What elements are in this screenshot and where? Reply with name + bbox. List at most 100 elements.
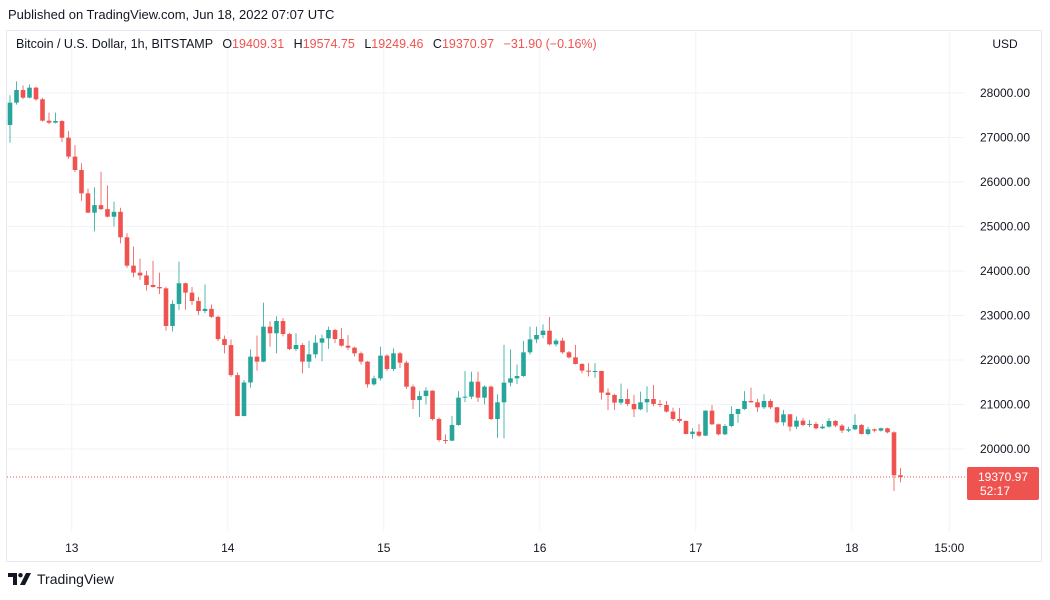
candle-body bbox=[332, 330, 338, 339]
candle-body bbox=[677, 418, 682, 421]
candle-body bbox=[586, 370, 591, 372]
candle-body bbox=[85, 193, 91, 213]
candle-body bbox=[683, 420, 689, 434]
candle-down bbox=[410, 384, 416, 409]
candle-body bbox=[488, 386, 494, 420]
candle-body bbox=[592, 370, 598, 372]
candle-up bbox=[592, 363, 598, 378]
candle-up bbox=[794, 416, 799, 429]
candle-down bbox=[599, 370, 604, 400]
candle-up bbox=[176, 261, 182, 311]
open-label: O bbox=[222, 37, 233, 51]
candle-down bbox=[254, 335, 260, 371]
candle-down bbox=[677, 408, 682, 423]
candle-body bbox=[508, 378, 513, 383]
candle-up bbox=[534, 326, 539, 344]
candle-body bbox=[651, 398, 656, 404]
time-tick-label: 15:00 bbox=[934, 541, 964, 555]
symbol-title: Bitcoin / U.S. Dollar, 1h, BITSTAMP bbox=[16, 37, 213, 51]
candle-body bbox=[293, 345, 299, 350]
candle-body bbox=[612, 394, 617, 403]
candle-up bbox=[170, 300, 175, 332]
candle-body bbox=[417, 396, 422, 401]
candle-down bbox=[79, 163, 84, 201]
candle-body bbox=[605, 392, 611, 395]
candle-body bbox=[748, 400, 754, 403]
candle-body bbox=[144, 275, 149, 285]
candle-down bbox=[612, 393, 617, 410]
candle-body bbox=[475, 381, 481, 398]
close-value: 19370.97 bbox=[441, 37, 495, 51]
candle-down bbox=[839, 424, 845, 433]
candle-up bbox=[326, 326, 331, 349]
candle-up bbox=[521, 340, 526, 377]
published-caption: Published on TradingView.com, Jun 18, 20… bbox=[8, 7, 335, 22]
candle-body bbox=[365, 361, 370, 385]
price-axis: 20000.00 21000.00 22000.00 23000.00 24000.00… bbox=[980, 86, 1030, 456]
candle-body bbox=[521, 352, 526, 376]
candle-down bbox=[209, 304, 214, 318]
candle-down bbox=[384, 354, 390, 372]
candle-down bbox=[651, 384, 656, 407]
candle-down bbox=[547, 316, 552, 346]
footer-brand[interactable]: TradingView bbox=[8, 571, 114, 587]
candle-down bbox=[787, 413, 793, 432]
candle-body bbox=[189, 292, 195, 302]
candle-down bbox=[631, 394, 637, 417]
candle-down bbox=[605, 388, 611, 411]
candle-body bbox=[794, 420, 799, 427]
candle-up bbox=[865, 426, 871, 436]
candle-up bbox=[501, 344, 507, 439]
candle-body bbox=[722, 425, 728, 435]
candle-down bbox=[586, 363, 591, 377]
candle-body bbox=[534, 334, 539, 340]
candle-down bbox=[228, 339, 234, 377]
candle-body bbox=[384, 355, 390, 369]
candle-down bbox=[215, 315, 221, 342]
candle-body bbox=[885, 428, 890, 433]
candle-body bbox=[436, 419, 442, 441]
candle-body bbox=[59, 121, 65, 138]
candle-down bbox=[768, 399, 773, 409]
candle-body bbox=[618, 398, 624, 403]
candle-body bbox=[735, 408, 741, 414]
candle-body bbox=[898, 475, 903, 477]
candle-down bbox=[189, 287, 195, 305]
candle-up bbox=[306, 340, 312, 369]
candle-body bbox=[865, 429, 871, 434]
price-tick-label: 26000.00 bbox=[980, 175, 1030, 189]
candle-down bbox=[755, 398, 760, 413]
candle-body bbox=[79, 169, 84, 194]
tradingview-logo-icon bbox=[8, 573, 31, 585]
candle-down bbox=[573, 344, 578, 365]
candle-body bbox=[235, 375, 240, 417]
candle-body bbox=[98, 205, 104, 210]
candle-body bbox=[800, 420, 806, 425]
candle-body bbox=[638, 402, 643, 410]
candle-body bbox=[495, 402, 500, 420]
candle-up bbox=[807, 420, 812, 428]
candle-up bbox=[319, 334, 325, 362]
candle-body bbox=[105, 209, 110, 217]
candle-body bbox=[157, 287, 162, 289]
candle-up bbox=[852, 414, 858, 431]
candle-down bbox=[66, 130, 71, 159]
candle-up bbox=[618, 383, 624, 405]
candle-body bbox=[267, 326, 273, 334]
candle-down bbox=[872, 428, 877, 433]
candle-up bbox=[111, 201, 117, 227]
candle-body bbox=[261, 326, 266, 362]
candle-down bbox=[72, 145, 78, 173]
candle-body bbox=[254, 356, 260, 362]
candle-body bbox=[761, 400, 767, 408]
candle-body bbox=[553, 340, 559, 345]
candle-body bbox=[378, 355, 383, 379]
candle-up bbox=[495, 394, 500, 438]
time-tick-label: 17 bbox=[689, 541, 703, 555]
candle-body bbox=[306, 354, 312, 362]
candle-down bbox=[709, 404, 715, 425]
candle-body bbox=[826, 420, 832, 427]
candle-down bbox=[183, 282, 188, 310]
candle-down bbox=[46, 112, 52, 125]
